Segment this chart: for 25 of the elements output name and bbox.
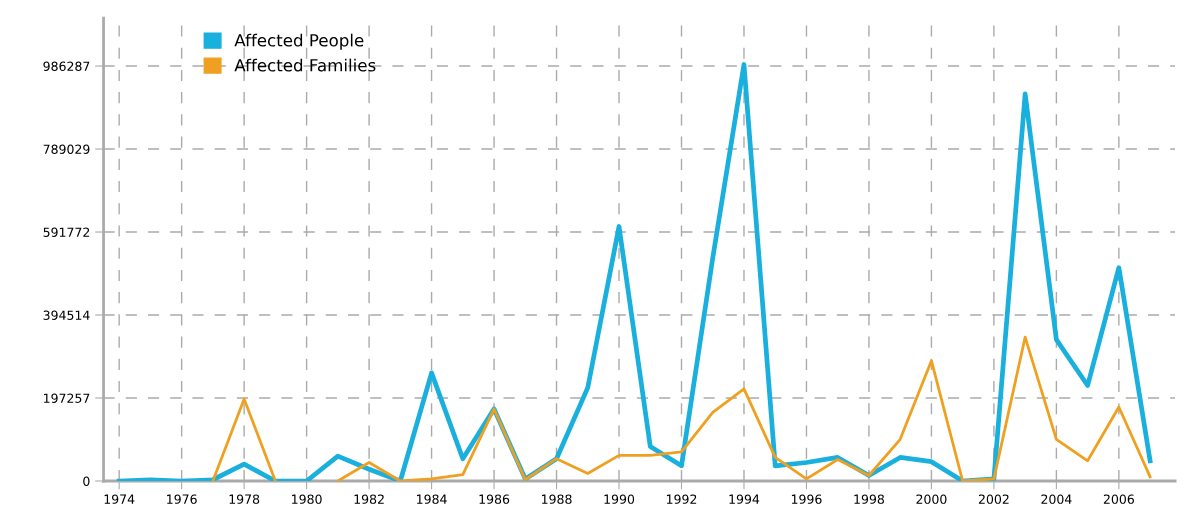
x-tick-label: 1978 bbox=[229, 494, 260, 504]
x-tick-label: 2000 bbox=[916, 494, 947, 504]
x-tick-label: 1998 bbox=[854, 494, 884, 504]
x-tick-label: 2002 bbox=[978, 494, 1009, 504]
x-tick-label: 1986 bbox=[479, 494, 510, 504]
x-tick-label: 2006 bbox=[1103, 494, 1134, 504]
x-tick-label: 1988 bbox=[542, 494, 572, 504]
y-tick-label: 394514 bbox=[43, 310, 90, 320]
legend-label: Affected People bbox=[234, 33, 364, 50]
legend-label: Affected Families bbox=[234, 58, 376, 72]
x-tick-label: 1994 bbox=[729, 494, 760, 504]
y-tick-label: 986287 bbox=[43, 61, 90, 71]
x-tick-label: 1982 bbox=[354, 494, 384, 504]
y-tick-label: 591772 bbox=[43, 227, 90, 237]
x-tick-label: 1984 bbox=[417, 494, 447, 504]
y-tick-label: 197257 bbox=[44, 393, 90, 403]
x-tick-label: 1980 bbox=[292, 494, 322, 504]
x-tick-label: 1976 bbox=[167, 494, 197, 504]
x-tick-label: 1996 bbox=[791, 494, 822, 504]
x-tick-label: 1974 bbox=[104, 494, 135, 504]
x-tick-label: 1990 bbox=[604, 494, 635, 504]
y-tick-label: 789029 bbox=[43, 144, 90, 154]
y-tick-label: 0 bbox=[83, 476, 90, 486]
x-tick-label: 1992 bbox=[666, 494, 697, 504]
x-tick-label: 2004 bbox=[1041, 494, 1072, 504]
